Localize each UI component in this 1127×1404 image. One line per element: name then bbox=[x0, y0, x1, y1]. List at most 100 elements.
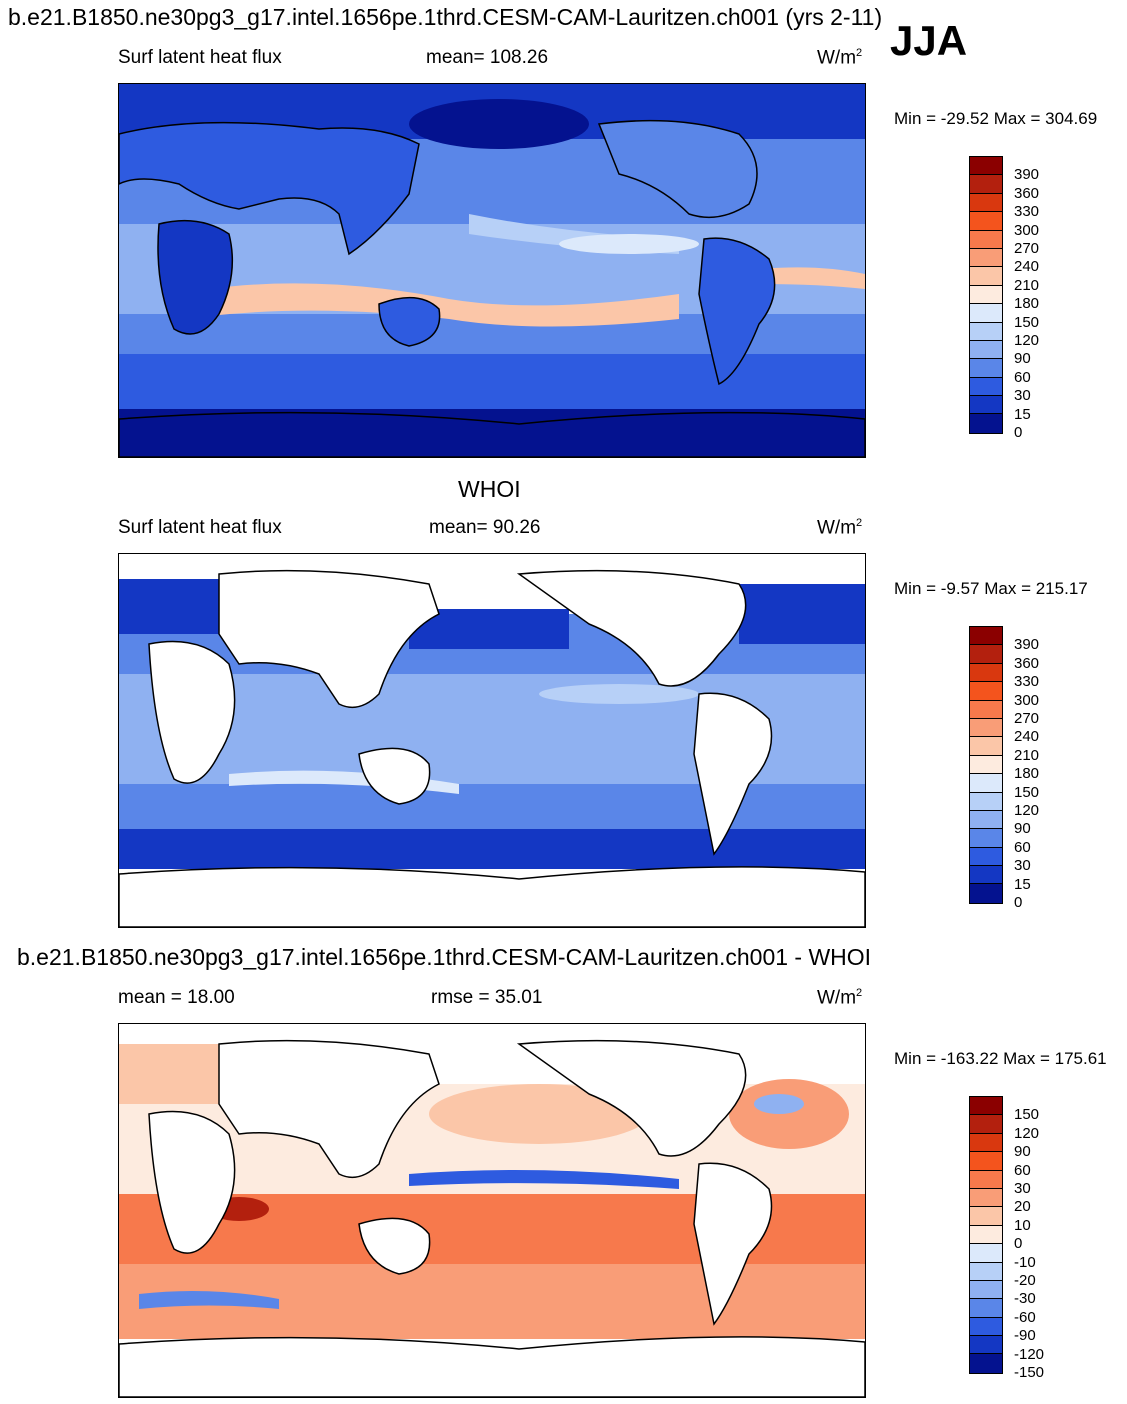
colorbar-tick-label: 150 bbox=[1014, 313, 1040, 331]
colorbar-swatch bbox=[970, 193, 1002, 213]
colorbar-tick-label: -20 bbox=[1014, 1272, 1036, 1289]
colorbar-tick-label: 210 bbox=[1014, 276, 1040, 294]
panel1-field: Surf latent heat flux bbox=[118, 47, 282, 68]
colorbar-swatch bbox=[970, 340, 1002, 360]
panel1-units: W/m2 bbox=[817, 47, 863, 69]
colorbar-tick-label: 20 bbox=[1014, 1198, 1031, 1216]
colorbar-swatch bbox=[970, 645, 1002, 664]
panel3-mean: mean = 18.00 bbox=[118, 987, 235, 1008]
colorbar-swatch bbox=[970, 175, 1002, 194]
panel3-map-field bbox=[119, 1039, 865, 1397]
case-title: b.e21.B1850.ne30pg3_g17.intel.1656pe.1th… bbox=[8, 4, 883, 30]
colorbar-tick-label: 10 bbox=[1014, 1216, 1031, 1234]
colorbar-tick-label: 30 bbox=[1014, 1180, 1031, 1197]
colorbar-tick-label: 90 bbox=[1014, 350, 1031, 368]
colorbar-tick-label: 180 bbox=[1014, 295, 1040, 313]
colorbar-tick-label: 60 bbox=[1014, 1161, 1031, 1179]
colorbar-tick-label: 180 bbox=[1014, 765, 1040, 783]
panel3-units: W/m2 bbox=[817, 987, 863, 1009]
colorbar-tick-label: 120 bbox=[1014, 1124, 1040, 1142]
colorbar-tick-label: 300 bbox=[1014, 691, 1040, 709]
colorbar-tick-label: 90 bbox=[1014, 1143, 1031, 1161]
colorbar-swatch bbox=[970, 810, 1002, 830]
colorbar-tick-label: -120 bbox=[1014, 1345, 1045, 1363]
colorbar-swatch bbox=[970, 1152, 1002, 1171]
colorbar-tick-label: 15 bbox=[1014, 875, 1031, 893]
colorbar-swatch bbox=[970, 718, 1002, 738]
colorbar-tick-label: 210 bbox=[1014, 746, 1040, 764]
colorbar-tick-label: 0 bbox=[1014, 894, 1023, 911]
colorbar-swatch bbox=[970, 230, 1002, 249]
colorbar-swatch bbox=[970, 847, 1002, 867]
colorbar-swatch bbox=[970, 396, 1002, 415]
colorbar-swatch bbox=[970, 884, 1002, 903]
colorbar-tick-label: -150 bbox=[1014, 1364, 1045, 1381]
colorbar-tick-label: 0 bbox=[1014, 1235, 1023, 1253]
colorbar-tick-label: 300 bbox=[1014, 221, 1040, 239]
colorbar-swatch bbox=[970, 755, 1002, 775]
colorbar-swatch bbox=[970, 1225, 1002, 1245]
colorbar-tick-label: 150 bbox=[1014, 1106, 1040, 1124]
panel3-rmse: rmse = 35.01 bbox=[431, 987, 543, 1008]
colorbar-swatch bbox=[970, 1115, 1002, 1134]
colorbar-swatch bbox=[970, 267, 1002, 286]
colorbar-tick-label: 15 bbox=[1014, 405, 1031, 423]
colorbar-swatch bbox=[970, 663, 1002, 683]
colorbar-tick-label: 60 bbox=[1014, 838, 1031, 856]
colorbar-swatch bbox=[970, 737, 1002, 756]
colorbar-swatch bbox=[970, 1188, 1002, 1208]
panel2-minmax: Min = -9.57 Max = 215.17 bbox=[894, 579, 1088, 598]
colorbar-tick-label: 330 bbox=[1014, 673, 1040, 691]
panel2-mean: mean= 90.26 bbox=[429, 517, 541, 538]
colorbar-swatch bbox=[970, 1354, 1002, 1373]
colorbar-swatch bbox=[970, 700, 1002, 719]
colorbar-swatch bbox=[970, 1336, 1002, 1355]
colorbar-swatch bbox=[970, 792, 1002, 811]
colorbar-swatch bbox=[970, 1133, 1002, 1153]
panel1-colorbar bbox=[969, 156, 1003, 434]
colorbar-tick-label: -90 bbox=[1014, 1327, 1036, 1345]
colorbar-tick-label: 390 bbox=[1014, 166, 1040, 184]
colorbar-tick-label: 150 bbox=[1014, 783, 1040, 801]
colorbar-swatch bbox=[970, 1097, 1002, 1116]
colorbar-tick-label: 90 bbox=[1014, 820, 1031, 838]
colorbar-swatch bbox=[970, 212, 1002, 231]
colorbar-swatch bbox=[970, 1170, 1002, 1189]
colorbar-swatch bbox=[970, 304, 1002, 323]
colorbar-swatch bbox=[970, 1317, 1002, 1337]
colorbar-swatch bbox=[970, 866, 1002, 885]
panel2-map-field bbox=[119, 569, 865, 927]
colorbar-swatch bbox=[970, 1207, 1002, 1226]
colorbar-swatch bbox=[970, 627, 1002, 646]
colorbar-tick-label: 30 bbox=[1014, 857, 1031, 875]
panel2-field: Surf latent heat flux bbox=[118, 517, 282, 538]
panel3-map bbox=[118, 1023, 866, 1398]
panel3-colorbar bbox=[969, 1096, 1003, 1374]
colorbar-swatch bbox=[970, 774, 1002, 793]
colorbar-tick-label: 120 bbox=[1014, 802, 1040, 819]
colorbar-swatch bbox=[970, 377, 1002, 397]
colorbar-tick-label: 120 bbox=[1014, 332, 1040, 349]
panel2-title: WHOI bbox=[458, 476, 521, 502]
colorbar-swatch bbox=[970, 1280, 1002, 1300]
colorbar-tick-label: 360 bbox=[1014, 654, 1040, 672]
panel1-minmax: Min = -29.52 Max = 304.69 bbox=[894, 109, 1098, 128]
colorbar-tick-label: 30 bbox=[1014, 387, 1031, 405]
colorbar-tick-label: 330 bbox=[1014, 203, 1040, 221]
colorbar-swatch bbox=[970, 1262, 1002, 1281]
panel1-map bbox=[118, 83, 866, 458]
colorbar-swatch bbox=[970, 359, 1002, 378]
colorbar-swatch bbox=[970, 285, 1002, 305]
colorbar-tick-label: -10 bbox=[1014, 1253, 1036, 1271]
colorbar-swatch bbox=[970, 1244, 1002, 1263]
panel1-mean: mean= 108.26 bbox=[426, 47, 549, 68]
season-label: JJA bbox=[890, 17, 968, 64]
colorbar-swatch bbox=[970, 414, 1002, 433]
panel2-colorbar bbox=[969, 626, 1003, 904]
colorbar-tick-label: 270 bbox=[1014, 710, 1040, 727]
colorbar-tick-label: 0 bbox=[1014, 424, 1023, 441]
panel3-minmax: Min = -163.22 Max = 175.61 bbox=[894, 1049, 1107, 1068]
colorbar-tick-label: 360 bbox=[1014, 184, 1040, 202]
colorbar-swatch bbox=[970, 829, 1002, 848]
panel2-units: W/m2 bbox=[817, 517, 863, 539]
